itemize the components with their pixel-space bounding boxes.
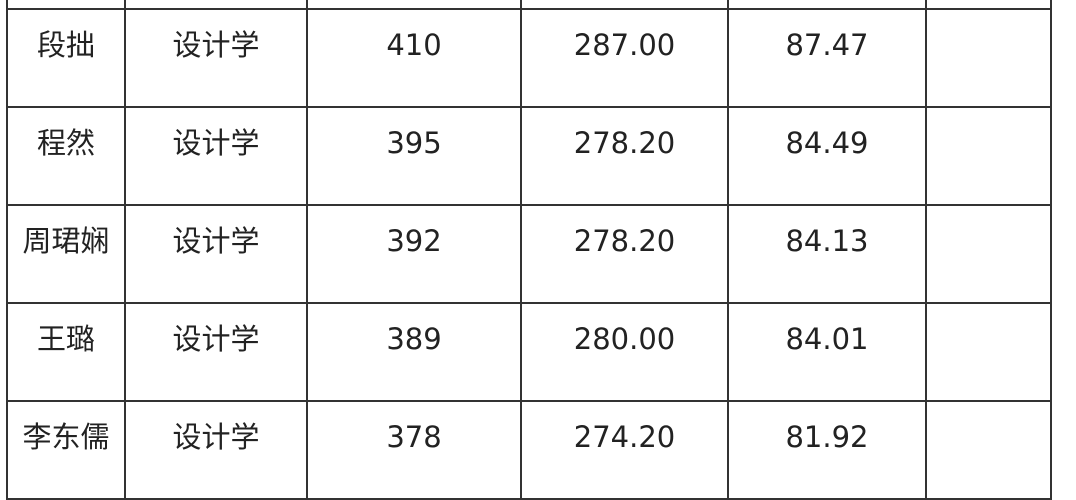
score3-text: 84.13	[785, 224, 869, 258]
table-row: 程然 设计学 395 278.20 84.49	[6, 106, 1052, 206]
table-row-partial	[6, 0, 1052, 10]
score1-text: 395	[386, 126, 442, 160]
cell-major: 设计学	[124, 400, 308, 500]
major-text: 设计学	[172, 28, 260, 62]
score3-text: 84.49	[785, 126, 869, 160]
table-row: 周珺娴 设计学 392 278.20 84.13	[6, 204, 1052, 304]
name-text: 周珺娴	[22, 224, 110, 258]
score-table: 段拙 设计学 410 287.00 87.47 程然 设计学 395 278.20 84.49 周珺…	[6, 0, 1052, 500]
cell-score1: 389	[306, 302, 522, 402]
cell-score2: 280.00	[520, 302, 729, 402]
cell-score1: 410	[306, 8, 522, 108]
score2-text: 274.20	[573, 420, 676, 454]
cell-name: 王璐	[6, 302, 126, 402]
cell-score3: 84.49	[727, 106, 927, 206]
name-text: 王璐	[36, 322, 95, 356]
score1-text: 389	[386, 322, 442, 356]
cell-score2: 278.20	[520, 204, 729, 304]
score1-text: 378	[386, 420, 442, 454]
note-text	[927, 402, 1050, 422]
cell-major: 设计学	[124, 204, 308, 304]
score1-text: 392	[386, 224, 442, 258]
score3-text: 81.92	[785, 420, 869, 454]
note-text	[927, 304, 1050, 324]
score1-text: 410	[386, 28, 442, 62]
cell-score1: 392	[306, 204, 522, 304]
table-row: 王璐 设计学 389 280.00 84.01	[6, 302, 1052, 402]
cell-name: 段拙	[6, 8, 126, 108]
cell-major: 设计学	[124, 106, 308, 206]
name-text: 李东儒	[22, 420, 110, 454]
cell-score2: 278.20	[520, 106, 729, 206]
table-row: 李东儒 设计学 378 274.20 81.92	[6, 400, 1052, 500]
score2-text: 280.00	[573, 322, 676, 356]
cell-score2: 274.20	[520, 400, 729, 500]
cell-name: 周珺娴	[6, 204, 126, 304]
cell-major: 设计学	[124, 8, 308, 108]
major-text: 设计学	[172, 420, 260, 454]
note-text	[927, 206, 1050, 226]
cell-score1: 395	[306, 106, 522, 206]
cell-note	[925, 8, 1052, 108]
note-text	[927, 10, 1050, 30]
cell-score3: 84.01	[727, 302, 927, 402]
cell-score1: 378	[306, 400, 522, 500]
cell-score3: 87.47	[727, 8, 927, 108]
name-text: 程然	[36, 126, 95, 160]
table-row: 段拙 设计学 410 287.00 87.47	[6, 8, 1052, 108]
score2-text: 278.20	[573, 126, 676, 160]
cell-note	[925, 106, 1052, 206]
cell-note	[925, 400, 1052, 500]
cell-score3: 84.13	[727, 204, 927, 304]
cell-major: 设计学	[124, 302, 308, 402]
cell-note	[925, 204, 1052, 304]
major-text: 设计学	[172, 126, 260, 160]
cell-score2: 287.00	[520, 8, 729, 108]
name-text: 段拙	[36, 28, 95, 62]
cell-score3: 81.92	[727, 400, 927, 500]
cell-note	[925, 302, 1052, 402]
major-text: 设计学	[172, 224, 260, 258]
score3-text: 84.01	[785, 322, 869, 356]
score2-text: 287.00	[573, 28, 676, 62]
score2-text: 278.20	[573, 224, 676, 258]
major-text: 设计学	[172, 322, 260, 356]
cell-name: 程然	[6, 106, 126, 206]
cell-name: 李东儒	[6, 400, 126, 500]
score3-text: 87.47	[785, 28, 869, 62]
note-text	[927, 108, 1050, 128]
